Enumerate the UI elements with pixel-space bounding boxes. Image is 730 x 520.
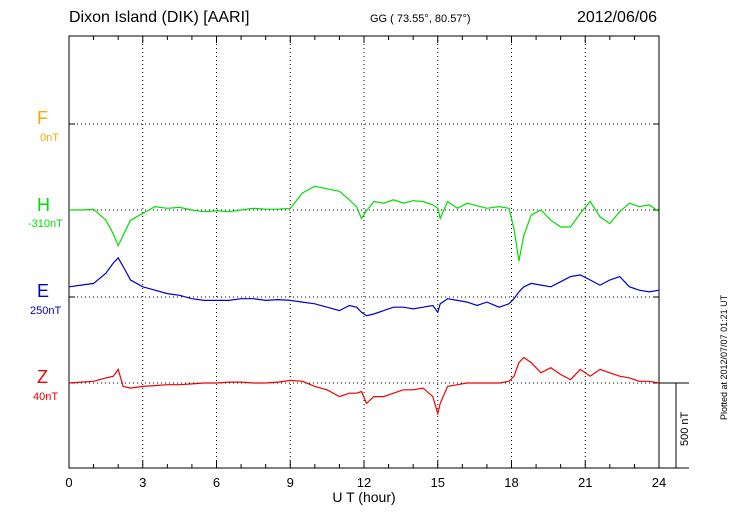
date-label: 2012/06/06 (577, 9, 658, 26)
plotted-timestamp: Plotted at 2012/07/07 01:21 UT (719, 294, 729, 420)
x-tick-label: 21 (578, 475, 592, 490)
x-tick-label: 3 (139, 475, 146, 490)
channel-z-offset: 40nT (33, 391, 59, 403)
scale-bar-label: 500 nT (679, 411, 691, 446)
x-tick-label: 12 (357, 475, 371, 490)
x-tick-label: 24 (652, 475, 666, 490)
x-tick-label: 15 (431, 475, 445, 490)
channel-f-label: F (37, 108, 48, 128)
channel-e-offset: 250nT (30, 305, 62, 317)
axis-ticks: 0 3 6 9 12 15 18 21 24 (65, 36, 666, 490)
series-h-line (69, 185, 660, 262)
series-e-line (68, 256, 660, 317)
series-z-line (68, 356, 660, 416)
x-tick-label: 6 (213, 475, 220, 490)
scale-bar: 500 nT (659, 382, 691, 469)
x-axis-label: U T (hour) (332, 489, 395, 505)
traces (68, 185, 660, 416)
channel-h-label: H (37, 195, 50, 215)
x-tick-label: 18 (504, 475, 518, 490)
x-tick-label: 9 (287, 475, 294, 490)
grid-lines (69, 36, 659, 468)
geographic-coords: GG ( 73.55°, 80.57°) (370, 13, 471, 25)
channel-h-offset: -310nT (28, 218, 63, 230)
channel-f-offset: 0nT (40, 132, 59, 144)
station-title: Dixon Island (DIK) [AARI] (69, 9, 250, 26)
channel-z-label: Z (37, 367, 48, 387)
channel-e-label: E (37, 281, 50, 301)
x-tick-label: 0 (65, 475, 72, 490)
